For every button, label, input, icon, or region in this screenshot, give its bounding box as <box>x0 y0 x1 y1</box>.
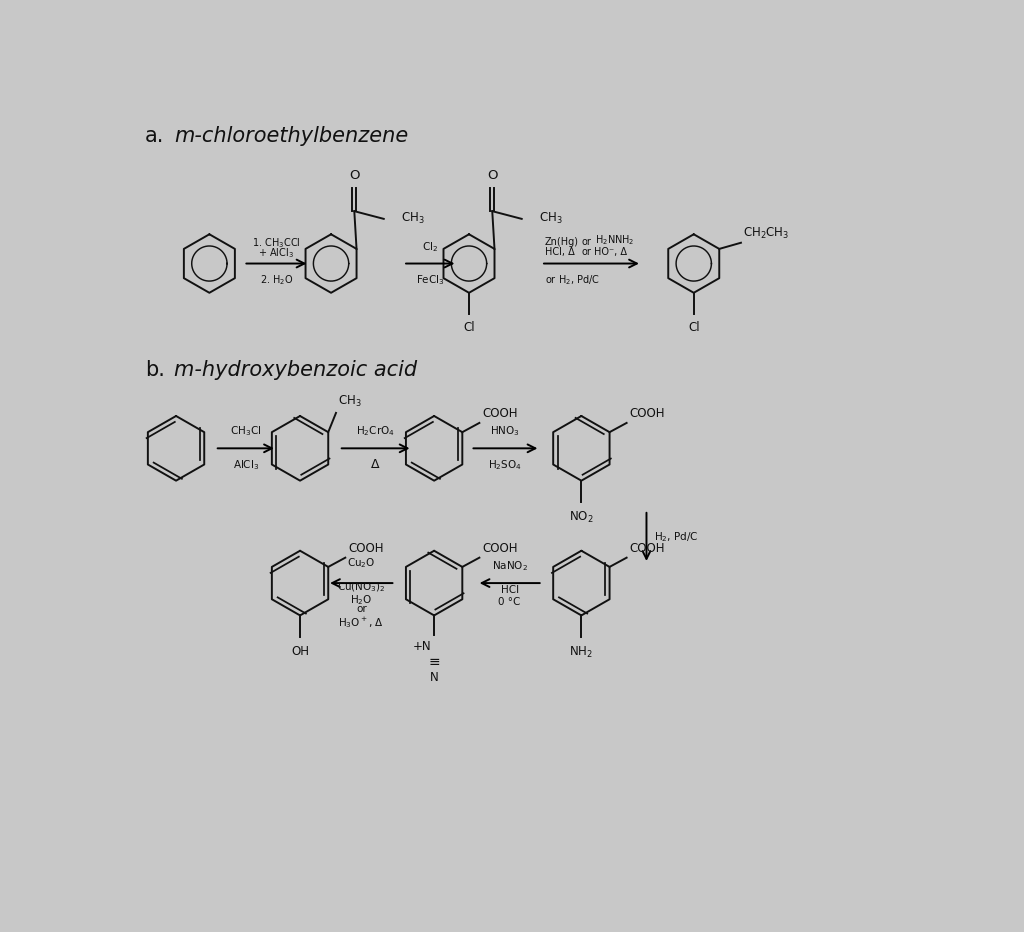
Text: CH$_3$: CH$_3$ <box>338 394 361 409</box>
Text: a.: a. <box>145 126 165 145</box>
Text: HCl, Δ: HCl, Δ <box>545 247 574 257</box>
Text: H$_2$NNH$_2$: H$_2$NNH$_2$ <box>595 233 635 247</box>
Text: COOH: COOH <box>630 407 666 419</box>
Text: H$_2$O: H$_2$O <box>350 593 373 607</box>
Text: m-hydroxybenzoic acid: m-hydroxybenzoic acid <box>174 360 418 379</box>
Text: Zn(Hg): Zn(Hg) <box>545 237 579 247</box>
Text: ≡: ≡ <box>428 655 440 669</box>
Text: Cu$_2$O: Cu$_2$O <box>347 556 376 570</box>
Text: Δ: Δ <box>372 459 380 472</box>
Text: b.: b. <box>145 360 165 379</box>
Text: 0 °C: 0 °C <box>499 596 521 607</box>
Text: Cl: Cl <box>463 322 475 335</box>
Text: +N: +N <box>413 640 431 653</box>
Text: CH$_3$: CH$_3$ <box>400 212 425 226</box>
Text: OH: OH <box>291 645 309 658</box>
Text: m-chloroethylbenzene: m-chloroethylbenzene <box>174 126 409 145</box>
Text: COOH: COOH <box>630 541 666 555</box>
Text: COOH: COOH <box>348 541 384 555</box>
Text: O: O <box>349 169 359 182</box>
Text: or: or <box>356 604 367 614</box>
Text: CH$_2$CH$_3$: CH$_2$CH$_3$ <box>742 226 788 241</box>
Text: H$_2$SO$_4$: H$_2$SO$_4$ <box>488 459 522 473</box>
Text: or H$_2$, Pd/C: or H$_2$, Pd/C <box>545 273 600 287</box>
Text: HO⁻, Δ: HO⁻, Δ <box>594 247 627 257</box>
Text: 2. H$_2$O: 2. H$_2$O <box>260 273 293 287</box>
Text: N: N <box>430 671 438 684</box>
Text: H$_2$CrO$_4$: H$_2$CrO$_4$ <box>356 424 395 438</box>
Text: Cl: Cl <box>688 322 699 335</box>
Text: H$_3$O$^+$, Δ: H$_3$O$^+$, Δ <box>338 615 384 630</box>
Text: H$_2$, Pd/C: H$_2$, Pd/C <box>654 530 698 543</box>
Text: NH$_2$: NH$_2$ <box>569 645 593 660</box>
Text: + AlCl$_3$: + AlCl$_3$ <box>258 246 295 260</box>
Text: COOH: COOH <box>482 407 518 419</box>
Text: 1. CH$_3$CCl: 1. CH$_3$CCl <box>252 237 301 251</box>
Text: Cu(NO$_3$)$_2$: Cu(NO$_3$)$_2$ <box>337 581 386 595</box>
Text: CH$_3$: CH$_3$ <box>539 212 562 226</box>
Text: COOH: COOH <box>482 541 518 555</box>
Text: HCl: HCl <box>501 584 519 595</box>
Text: Cl$_2$: Cl$_2$ <box>422 240 438 254</box>
Text: AlCl$_3$: AlCl$_3$ <box>232 459 259 473</box>
Text: FeCl$_3$: FeCl$_3$ <box>416 273 444 287</box>
Text: CH$_3$Cl: CH$_3$Cl <box>230 424 261 438</box>
Text: HNO$_3$: HNO$_3$ <box>490 424 520 438</box>
Text: or: or <box>582 247 591 257</box>
Text: or: or <box>582 237 591 247</box>
Text: NaNO$_2$: NaNO$_2$ <box>492 559 527 573</box>
Text: O: O <box>487 169 498 182</box>
Text: NO$_2$: NO$_2$ <box>569 510 594 525</box>
